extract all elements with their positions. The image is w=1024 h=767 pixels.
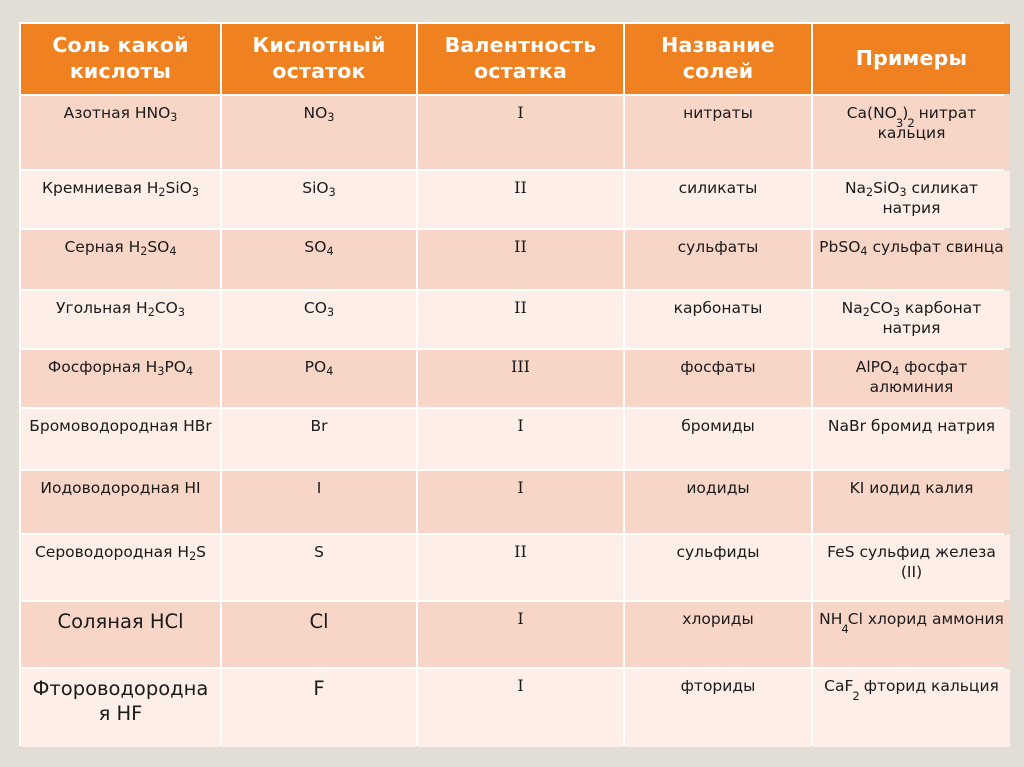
acid-residue-cell: CO3 — [222, 291, 416, 348]
example-cell: NH4Cl хлорид аммония — [813, 602, 1010, 667]
table-header: Соль какой кислоты Кислотный остаток Вален… — [21, 24, 1010, 94]
table-row: Угольная H2CO3 CO3 II карбонаты Na2CO3 карбо… — [21, 291, 1010, 348]
salt-name-cell: фториды — [625, 669, 811, 747]
acid-cell: Угольная H2CO3 — [21, 291, 220, 348]
column-header-acid-residue: Кислотный остаток — [222, 24, 416, 94]
acid-cell: Соляная HCl — [21, 602, 220, 667]
column-header-acid: Соль какой кислоты — [21, 24, 220, 94]
residue-valence-cell: II — [418, 171, 623, 228]
salt-name-cell: иодиды — [625, 471, 811, 533]
table-row: Серная H2SO4 SO4 II сульфаты PbSO4 сульфат с… — [21, 230, 1010, 289]
salt-name-cell: сульфаты — [625, 230, 811, 289]
acid-cell: Фосфорная H3PO4 — [21, 350, 220, 407]
table-row: Сероводородная H2S S II сульфиды FeS сульфид… — [21, 535, 1010, 600]
example-cell: Ca(NO3)2 нитрат кальция — [813, 96, 1010, 169]
residue-valence-cell: II — [418, 230, 623, 289]
example-cell: AlPO4 фосфат алюминия — [813, 350, 1010, 407]
example-cell: FeS сульфид железа (II) — [813, 535, 1010, 600]
example-cell: CaF2 фторид кальция — [813, 669, 1010, 747]
salt-name-cell: бромиды — [625, 409, 811, 469]
table-row: Кремниевая H2SiO3 SiO3 II силикаты Na2SiO3 с… — [21, 171, 1010, 228]
example-cell: Na2SiO3 силикат натрия — [813, 171, 1010, 228]
header-row: Соль какой кислоты Кислотный остаток Вален… — [21, 24, 1010, 94]
residue-valence-cell: I — [418, 409, 623, 469]
acid-residue-cell: F — [222, 669, 416, 747]
residue-valence-cell: II — [418, 291, 623, 348]
acid-residue-cell: Br — [222, 409, 416, 469]
acid-residue-cell: NO3 — [222, 96, 416, 169]
residue-valence-cell: II — [418, 535, 623, 600]
salt-name-cell: хлориды — [625, 602, 811, 667]
acid-residue-cell: I — [222, 471, 416, 533]
example-cell: Na2CO3 карбонат натрия — [813, 291, 1010, 348]
salt-name-cell: карбонаты — [625, 291, 811, 348]
residue-valence-cell: I — [418, 471, 623, 533]
acid-cell: Кремниевая H2SiO3 — [21, 171, 220, 228]
acid-cell: Сероводородная H2S — [21, 535, 220, 600]
acid-cell: Бромоводородная HBr — [21, 409, 220, 469]
residue-valence-cell: I — [418, 669, 623, 747]
acid-cell: Иодоводородная HI — [21, 471, 220, 533]
column-header-salt-name: Название солей — [625, 24, 811, 94]
example-cell: KI иодид калия — [813, 471, 1010, 533]
acid-residue-cell: SO4 — [222, 230, 416, 289]
acid-cell: Азотная HNO3 — [21, 96, 220, 169]
example-cell: NaBr бромид натрия — [813, 409, 1010, 469]
acid-salt-table: Соль какой кислоты Кислотный остаток Вален… — [19, 22, 1012, 749]
acid-cell: Серная H2SO4 — [21, 230, 220, 289]
salt-name-cell: силикаты — [625, 171, 811, 228]
acid-residue-cell: PO4 — [222, 350, 416, 407]
example-cell: PbSO4 сульфат свинца — [813, 230, 1010, 289]
column-header-residue-valence: Валентность остатка — [418, 24, 623, 94]
table-row: Фосфорная H3PO4 PO4 III фосфаты AlPO4 фосфат… — [21, 350, 1010, 407]
residue-valence-cell: III — [418, 350, 623, 407]
salt-name-cell: сульфиды — [625, 535, 811, 600]
salt-table-container: Соль какой кислоты Кислотный остаток Вален… — [19, 22, 1010, 747]
residue-valence-cell: I — [418, 602, 623, 667]
acid-residue-cell: S — [222, 535, 416, 600]
salt-name-cell: фосфаты — [625, 350, 811, 407]
acid-cell: Фтороводородна я HF — [21, 669, 220, 747]
residue-valence-cell: I — [418, 96, 623, 169]
column-header-examples: Примеры — [813, 24, 1010, 94]
salt-name-cell: нитраты — [625, 96, 811, 169]
acid-residue-cell: Cl — [222, 602, 416, 667]
acid-residue-cell: SiO3 — [222, 171, 416, 228]
